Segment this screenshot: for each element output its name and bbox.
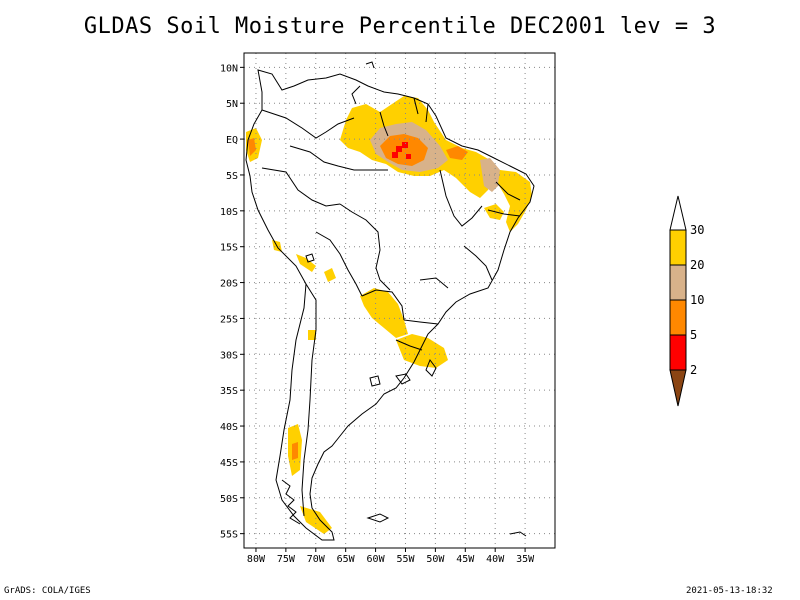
map-outlines <box>245 61 535 541</box>
colorbar-label: 20 <box>690 258 704 272</box>
shade-20-30-fuego <box>300 506 332 534</box>
lake <box>395 373 411 385</box>
colorbar: 30 20 10 5 2 <box>669 195 704 407</box>
lon-tick-label: 80W <box>247 554 266 565</box>
colorbar-label: 2 <box>690 363 697 377</box>
shade-20-30-peru <box>296 254 316 272</box>
latitude-labels: 10N 5N EQ 5S 10S 15S 20S 25S 30S 35S 40S 45S 50S 55S <box>220 63 244 541</box>
island-southgeorgia <box>509 531 527 537</box>
border <box>301 283 317 517</box>
shade-2-5-cell <box>402 142 408 148</box>
shade-2-5-cell <box>406 154 411 159</box>
border <box>495 181 521 201</box>
shade-20-30-chile-small <box>308 330 316 340</box>
colorbar-box-20-30 <box>669 229 687 266</box>
lat-tick-label: 20S <box>220 279 238 290</box>
map-title: GLDAS Soil Moisture Percentile DEC2001 l… <box>83 14 717 39</box>
lat-tick-label: 45S <box>220 458 238 469</box>
lon-tick-label: 35W <box>516 554 535 565</box>
shade-20-30-bolivia <box>324 268 336 282</box>
lat-tick-label: 40S <box>220 422 238 433</box>
lon-tick-label: 75W <box>277 554 296 565</box>
border <box>351 85 361 105</box>
colorbar-bottom-triangle <box>669 369 687 407</box>
lake <box>369 375 381 387</box>
border <box>261 167 341 207</box>
border <box>403 319 439 325</box>
soil-moisture-shading <box>246 96 532 534</box>
lat-tick-label: 55S <box>220 530 238 541</box>
lat-tick-label: EQ <box>226 135 238 146</box>
lat-tick-label: 30S <box>220 350 238 361</box>
lat-tick-label: 5N <box>226 99 238 110</box>
lat-tick-label: 50S <box>220 494 238 505</box>
lon-tick-label: 45W <box>456 554 475 565</box>
chile-fjords <box>281 479 301 525</box>
lat-tick-label: 10N <box>220 63 238 74</box>
lon-tick-label: 70W <box>307 554 326 565</box>
border <box>289 145 388 171</box>
border <box>361 289 405 321</box>
map-gridlines <box>244 53 555 548</box>
shade-2-5-cell <box>392 152 398 158</box>
lake-titicaca <box>305 253 315 263</box>
colorbar-label: 10 <box>690 293 704 307</box>
colorbar-label: 5 <box>690 328 697 342</box>
footer-timestamp: 2021-05-13-18:32 <box>686 586 773 596</box>
lagoon <box>425 358 437 377</box>
island-trinidad <box>365 61 375 69</box>
border <box>395 339 423 351</box>
border <box>413 97 419 115</box>
border <box>419 277 449 289</box>
lat-tick-label: 35S <box>220 386 238 397</box>
shade-20-30-uruguay <box>396 334 448 368</box>
shade-20-30-northeast <box>498 170 532 232</box>
colorbar-box-5-10 <box>669 299 687 336</box>
lon-tick-label: 65W <box>337 554 356 565</box>
shade-2-5-cell <box>396 146 402 152</box>
border <box>439 169 483 227</box>
lon-tick-label: 55W <box>396 554 415 565</box>
border <box>487 209 521 217</box>
colorbar-box-10-20 <box>669 264 687 301</box>
border <box>425 103 429 123</box>
shade-5-10-patagonia <box>292 442 298 460</box>
island-malvinas <box>366 513 390 523</box>
colorbar-label: 30 <box>690 223 704 237</box>
border <box>339 203 391 291</box>
plot-frame <box>243 52 556 549</box>
longitude-labels: 80W 75W 70W 65W 60W 55W 50W 45W 40W 35W <box>247 548 535 565</box>
border <box>261 109 355 139</box>
shade-5-10-coast <box>446 146 468 160</box>
shade-20-30-paraguay <box>360 288 408 338</box>
lon-tick-label: 40W <box>486 554 505 565</box>
colorbar-box-2-5 <box>669 334 687 371</box>
colorbar-top-triangle <box>669 195 687 231</box>
lon-tick-label: 50W <box>426 554 445 565</box>
lat-tick-label: 15S <box>220 243 238 254</box>
lat-tick-label: 10S <box>220 207 238 218</box>
lat-tick-label: 5S <box>226 171 238 182</box>
border <box>315 231 363 297</box>
lat-tick-label: 25S <box>220 314 238 325</box>
border <box>463 245 493 281</box>
lon-tick-label: 60W <box>367 554 386 565</box>
shade-5-10-ecuador <box>248 138 256 156</box>
border <box>379 111 389 137</box>
footer-credit: GrADS: COLA/IGES <box>4 586 91 596</box>
continent-outline <box>245 69 535 541</box>
